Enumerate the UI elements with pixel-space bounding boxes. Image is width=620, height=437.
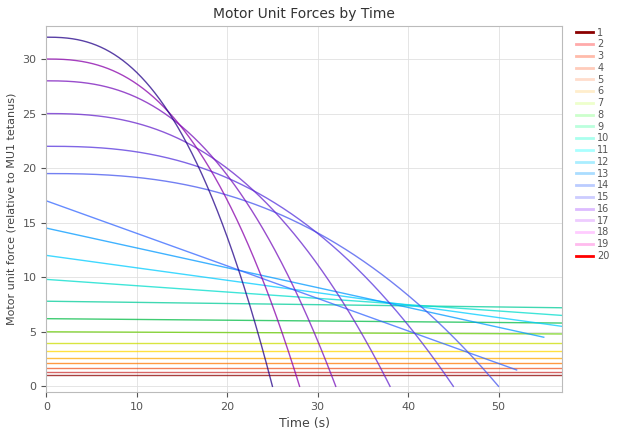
Legend: 1, 2, 3, 4, 5, 6, 7, 8, 9, 10, 11, 12, 13, 14, 15, 16, 17, 18, 19, 20: 1, 2, 3, 4, 5, 6, 7, 8, 9, 10, 11, 12, 1… [572, 24, 613, 265]
X-axis label: Time (s): Time (s) [278, 417, 330, 430]
Title: Motor Unit Forces by Time: Motor Unit Forces by Time [213, 7, 395, 21]
Y-axis label: Motor unit force (relative to MU1 tetanus): Motor unit force (relative to MU1 tetanu… [7, 93, 17, 325]
